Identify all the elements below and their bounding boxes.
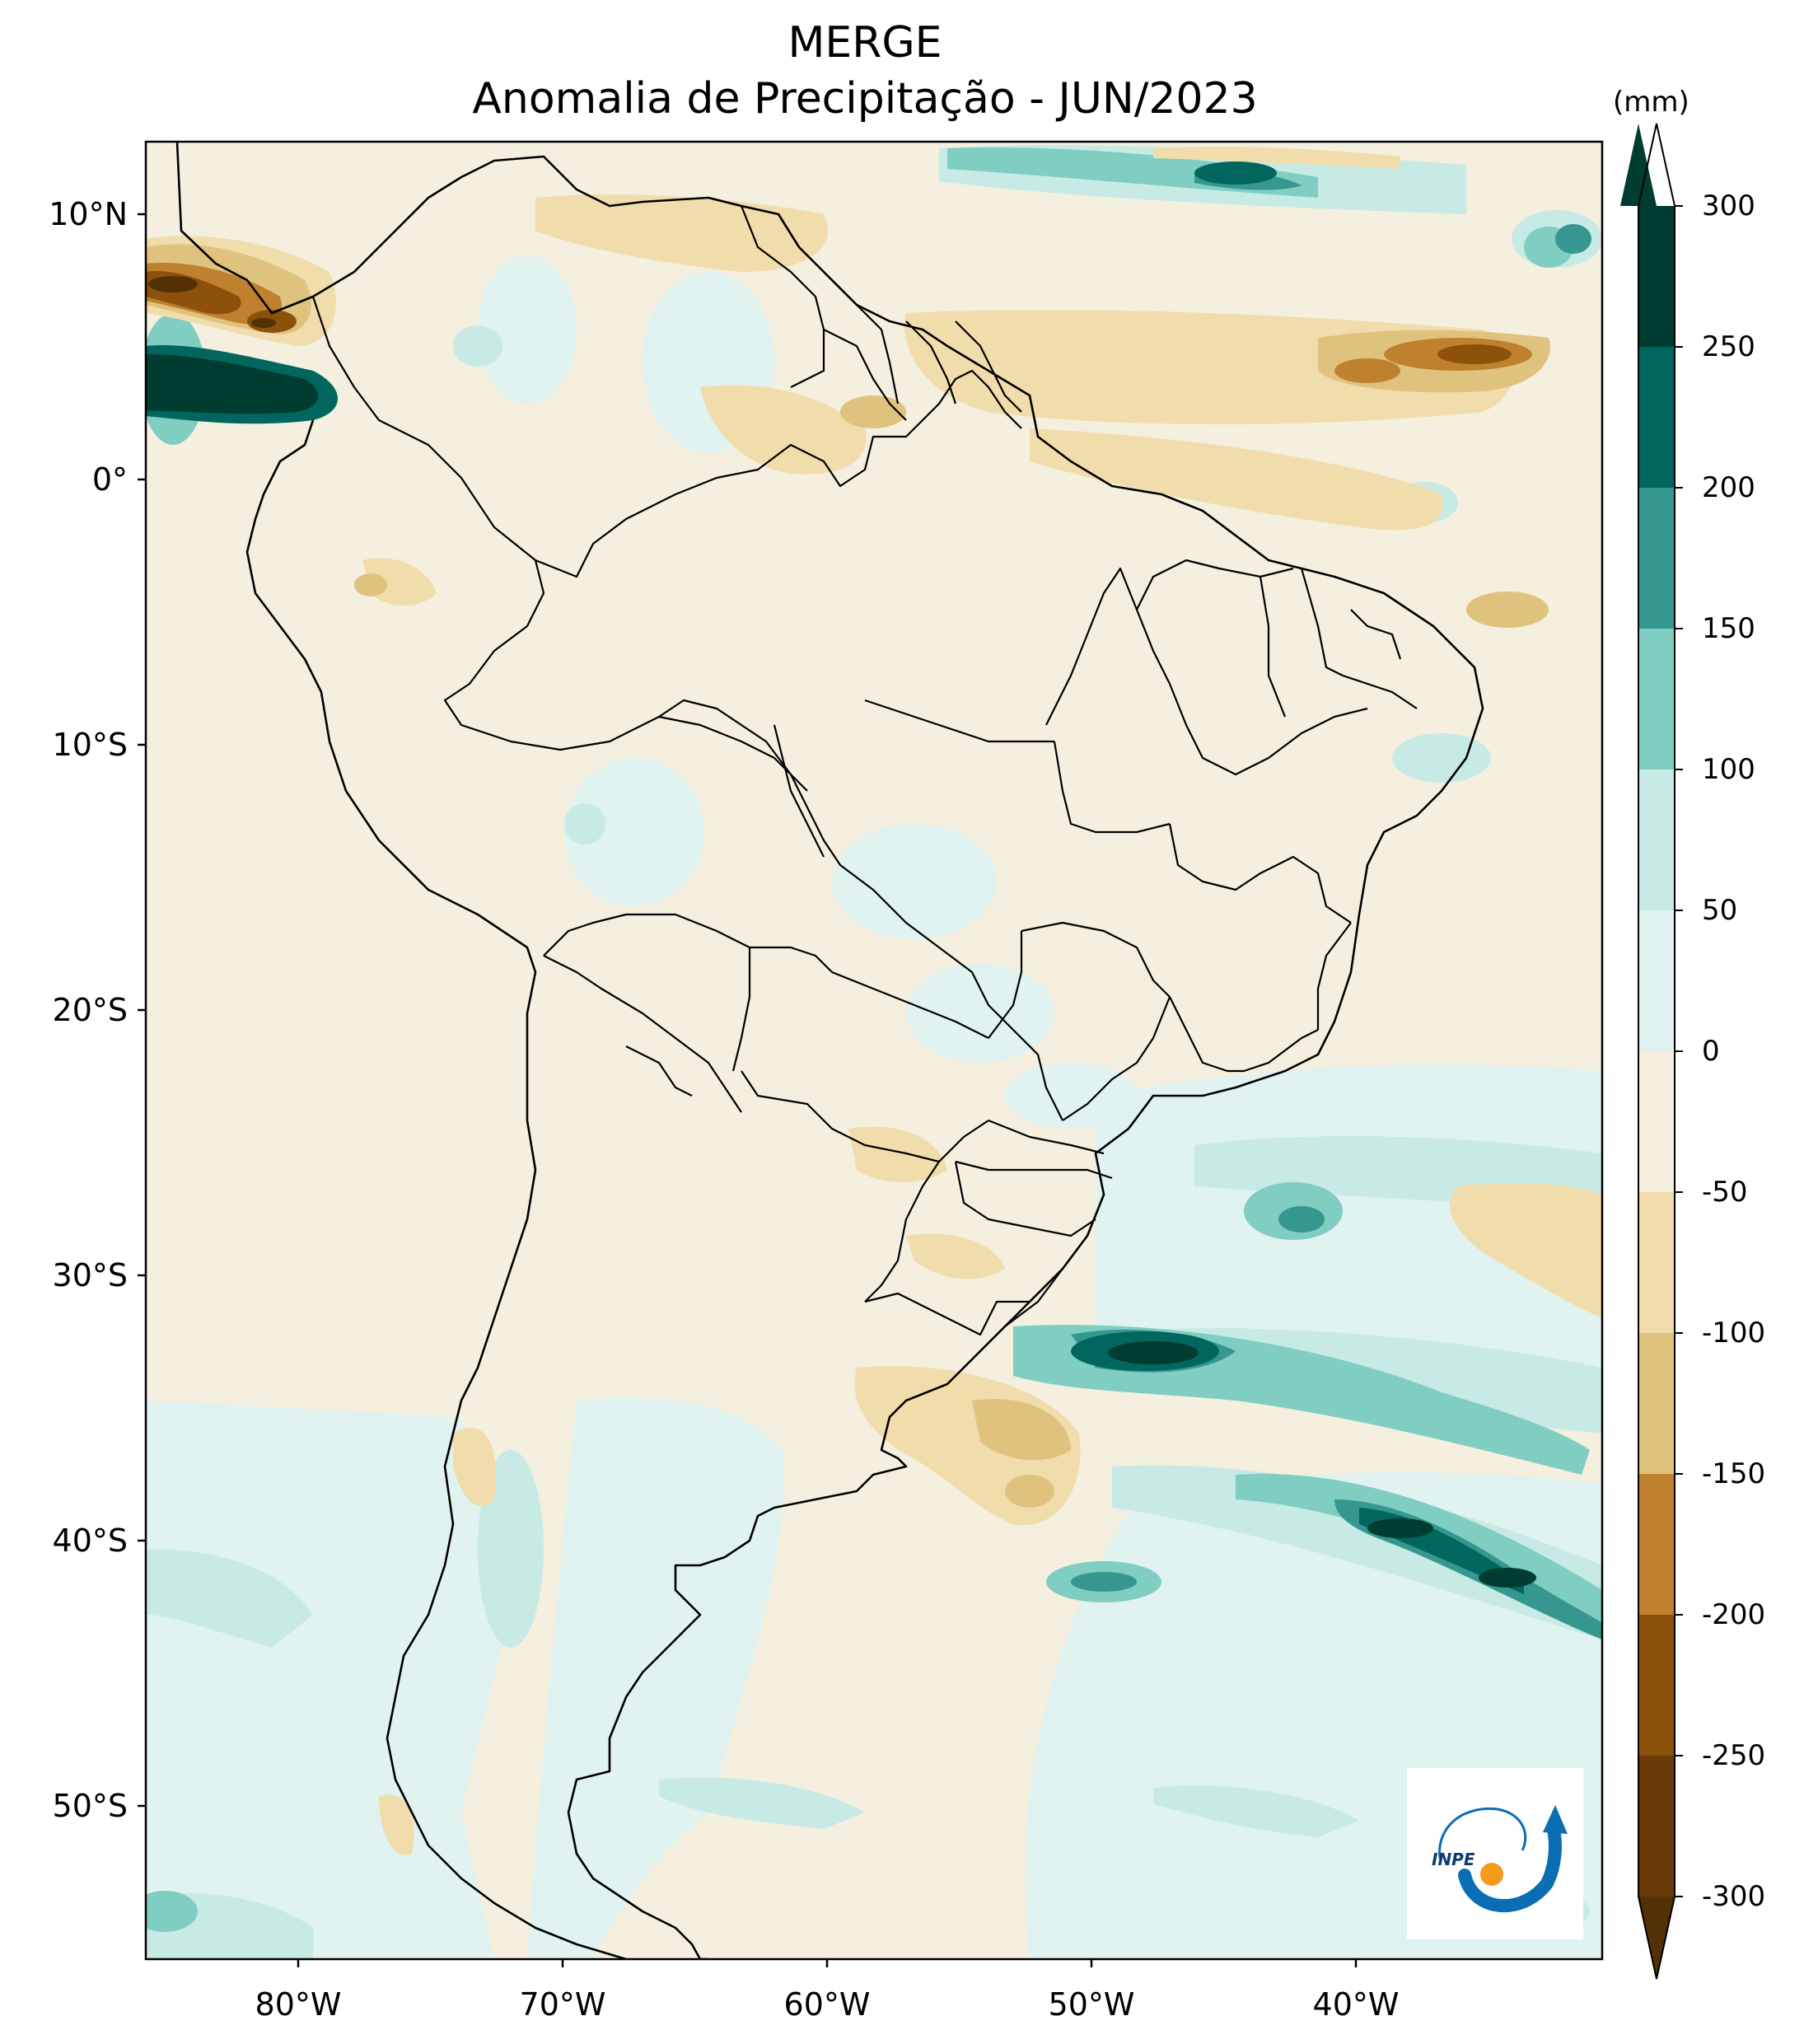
lat-tick-label: 50°S xyxy=(52,1788,128,1824)
map-frame xyxy=(144,140,1604,1961)
map-subtitle: Anomalia de Precipitação - JUN/2023 xyxy=(472,74,1258,124)
colorbar-bin xyxy=(1638,1474,1675,1615)
colorbar-label: 250 xyxy=(1702,330,1755,363)
lat-tick-label: 10°N xyxy=(49,196,128,232)
political-borders xyxy=(311,205,1418,1336)
south-america-coastline xyxy=(175,142,1484,1959)
colorbar-bin xyxy=(1638,629,1675,769)
wet-over-300 xyxy=(146,354,1536,1588)
lon-tick-label: 80°W xyxy=(255,1986,342,2023)
colorbar-bin xyxy=(1638,206,1675,347)
map-title: MERGE xyxy=(787,18,942,68)
coastlines xyxy=(175,142,1484,1959)
lon-tick-label: 60°W xyxy=(783,1986,871,2023)
tick-marks xyxy=(138,213,1358,1967)
colorbar-label: -100 xyxy=(1702,1317,1766,1349)
lat-tick-label: 30°S xyxy=(52,1257,128,1293)
colorbar-label: -50 xyxy=(1702,1176,1748,1209)
lat-tick-label: 20°S xyxy=(52,992,128,1028)
colorbar-label: 150 xyxy=(1702,612,1755,645)
colorbar xyxy=(1620,123,1683,1980)
colorbar-label: -200 xyxy=(1702,1598,1766,1631)
colorbar-bin xyxy=(1638,347,1675,488)
colorbar-bin xyxy=(1638,488,1675,629)
lat-tick-label: 40°S xyxy=(52,1522,128,1559)
lon-tick-label: 40°W xyxy=(1312,1986,1400,2023)
lat-tick-label: 0° xyxy=(91,461,128,498)
lon-tick-label: 50°W xyxy=(1048,1986,1135,2023)
colorbar-label: 300 xyxy=(1702,189,1755,222)
colorbar-bin xyxy=(1638,1756,1675,1897)
colorbar-label: -150 xyxy=(1702,1457,1766,1490)
colorbar-bin xyxy=(1638,1051,1675,1192)
colorbar-bin xyxy=(1638,1192,1675,1333)
svg-text:INPE: INPE xyxy=(1432,1850,1475,1869)
colorbar-label: 100 xyxy=(1702,753,1755,786)
colorbar-label: -250 xyxy=(1702,1739,1766,1772)
colorbar-label: 0 xyxy=(1702,1035,1720,1068)
colorbar-bin xyxy=(1638,769,1675,910)
lon-tick-label: 70°W xyxy=(519,1986,606,2023)
colorbar-label: 200 xyxy=(1702,471,1755,504)
colorbar-top-arrow xyxy=(1620,124,1657,206)
dry-over-250 xyxy=(148,276,276,328)
colorbar-bottom-arrow xyxy=(1638,1897,1675,1979)
colorbar-unit: (mm) xyxy=(1613,86,1689,119)
colorbar-bin xyxy=(1638,1615,1675,1756)
colorbar-bin xyxy=(1638,910,1675,1051)
colorbar-label: -300 xyxy=(1702,1880,1766,1913)
inpe-logo: INPE xyxy=(1407,1768,1583,1939)
west-coastline xyxy=(245,419,627,1959)
lat-tick-label: 10°S xyxy=(52,727,128,763)
colorbar-bin xyxy=(1638,1333,1675,1474)
colorbar-label: 50 xyxy=(1702,894,1738,927)
